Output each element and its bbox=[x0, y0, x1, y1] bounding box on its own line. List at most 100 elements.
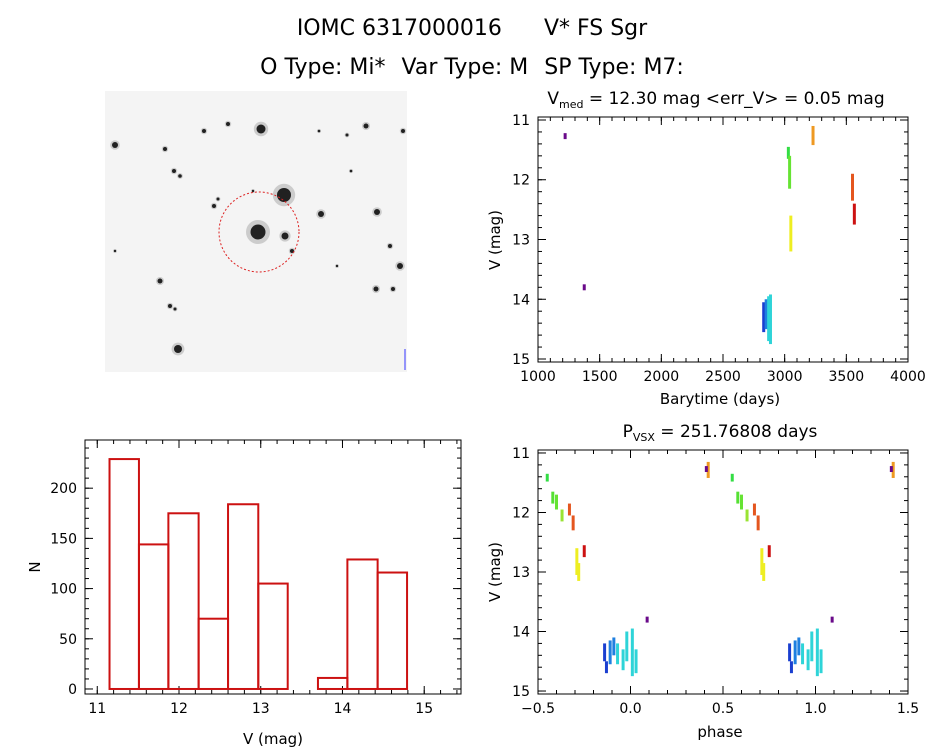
finder-star-halo bbox=[253, 121, 269, 137]
finder-star bbox=[216, 197, 220, 201]
finder-star-halo bbox=[288, 247, 296, 255]
ph-ytick-label: 14 bbox=[512, 625, 530, 641]
finder-star-halo bbox=[279, 230, 291, 242]
finder-star-halo bbox=[344, 132, 350, 138]
finder-star bbox=[317, 129, 321, 133]
ph-ytick-label: 11 bbox=[512, 446, 530, 462]
ph-title-sub: VSX bbox=[633, 431, 656, 444]
finder-star-halo bbox=[172, 306, 178, 312]
finder-stars bbox=[110, 120, 407, 356]
target-aperture-circle bbox=[218, 191, 300, 273]
finder-star bbox=[168, 304, 172, 308]
lc-xtick-label: 3000 bbox=[767, 369, 803, 385]
finder-star-halo bbox=[215, 196, 221, 202]
ph-ytick-label: 13 bbox=[512, 565, 530, 581]
finder-star bbox=[335, 264, 339, 268]
hist-xtick-label: 11 bbox=[88, 701, 106, 717]
finder-star-halo bbox=[166, 302, 174, 310]
finder-star bbox=[281, 232, 289, 240]
finder-star bbox=[363, 123, 369, 129]
hist-bar bbox=[376, 571, 409, 690]
lc-title-rest: = 12.30 mag <err_V> = 0.05 mag bbox=[583, 89, 884, 109]
lc-ytick-label: 11 bbox=[512, 113, 530, 129]
ph-ytick-label: 15 bbox=[512, 684, 530, 700]
object-id: IOMC 6317000016 bbox=[296, 16, 502, 41]
finder-star-halo bbox=[224, 120, 232, 128]
finder-star bbox=[178, 174, 182, 178]
hist-xtick-label: 12 bbox=[170, 701, 188, 717]
hist-xtick-label: 15 bbox=[415, 701, 433, 717]
figure-title: IOMC 6317000016 V* FS Sgr bbox=[0, 16, 944, 41]
lc-xtick-label: 1000 bbox=[520, 369, 556, 385]
finder-star-halo bbox=[335, 264, 339, 268]
ph-title: PVSX = 251.76808 days bbox=[623, 422, 818, 444]
ph-ylabel: V (mag) bbox=[486, 542, 504, 602]
ph-title-rest: = 251.76808 days bbox=[655, 422, 818, 442]
lc-xtick-label: 1500 bbox=[582, 369, 618, 385]
hist-xlabel: V (mag) bbox=[243, 730, 303, 747]
hist-bar bbox=[167, 512, 200, 690]
finder-star bbox=[172, 169, 176, 173]
hist-xtick-label: 13 bbox=[252, 701, 270, 717]
lc-ytick-label: 15 bbox=[512, 352, 530, 368]
ph-ytick-label: 12 bbox=[512, 505, 530, 521]
finder-star bbox=[391, 287, 395, 291]
finder-chart-image bbox=[105, 91, 407, 372]
finder-star bbox=[256, 124, 266, 134]
lc-ytick-label: 14 bbox=[512, 292, 530, 308]
ph-xtick-label: 1.5 bbox=[897, 701, 919, 717]
finder-star bbox=[373, 286, 379, 292]
finder-star bbox=[388, 244, 392, 248]
finder-star bbox=[112, 142, 118, 148]
finder-star bbox=[212, 204, 216, 208]
finder-star-halo bbox=[362, 122, 370, 130]
ph-xtick-label: 0.0 bbox=[619, 701, 641, 717]
ph-frame bbox=[537, 449, 909, 695]
finder-star bbox=[345, 133, 349, 137]
finder-star-halo bbox=[348, 168, 354, 174]
lc-xtick-label: 2500 bbox=[705, 369, 741, 385]
finder-star bbox=[174, 345, 182, 353]
finder-star-halo bbox=[372, 285, 380, 293]
lc-title-main: V bbox=[547, 89, 559, 109]
finder-star bbox=[277, 188, 291, 202]
spectral-type: SP Type: M7: bbox=[544, 55, 684, 80]
finder-star bbox=[113, 249, 117, 253]
finder-star-halo bbox=[156, 277, 164, 285]
finder-star-halo bbox=[200, 127, 208, 135]
hist-ytick-label: 150 bbox=[50, 531, 77, 547]
hist-ytick-label: 0 bbox=[68, 682, 77, 698]
object-type: O Type: Mi* bbox=[260, 55, 386, 80]
hist-ytick-label: 200 bbox=[50, 481, 77, 497]
hist-frame bbox=[84, 439, 462, 695]
lc-title: Vmed = 12.30 mag <err_V> = 0.05 mag bbox=[547, 89, 884, 111]
figure-subtitle: O Type: Mi* Var Type: M SP Type: M7: bbox=[0, 55, 944, 80]
finder-star-halo bbox=[170, 167, 178, 175]
hist-xtick-label: 14 bbox=[334, 701, 352, 717]
lc-title-sub: med bbox=[559, 98, 583, 111]
hist-bar bbox=[108, 458, 140, 690]
lc-ytick-label: 12 bbox=[512, 173, 530, 189]
hist-ytick-label: 100 bbox=[50, 582, 77, 598]
hist-bar bbox=[227, 503, 260, 690]
lc-ylabel: V (mag) bbox=[486, 210, 504, 270]
variability-type: Var Type: M bbox=[401, 55, 529, 80]
finder-star-halo bbox=[389, 285, 397, 293]
finder-star bbox=[374, 209, 380, 215]
finder-star-halo bbox=[316, 209, 326, 219]
lc-frame bbox=[537, 116, 909, 363]
hist-bar bbox=[257, 582, 289, 690]
finder-star-halo bbox=[161, 145, 169, 153]
finder-star bbox=[349, 169, 353, 173]
finder-star bbox=[251, 189, 255, 193]
finder-star-halo bbox=[110, 140, 120, 150]
finder-star-halo bbox=[372, 207, 382, 217]
hist-bar bbox=[137, 543, 170, 690]
lc-xtick-label: 3500 bbox=[829, 369, 865, 385]
finder-star bbox=[157, 278, 163, 284]
ph-xtick-label: 0.5 bbox=[712, 701, 734, 717]
finder-star-halo bbox=[272, 183, 296, 207]
lc-ytick-label: 13 bbox=[512, 233, 530, 249]
star-name: V* FS Sgr bbox=[543, 16, 648, 41]
finder-star-halo bbox=[246, 220, 270, 244]
